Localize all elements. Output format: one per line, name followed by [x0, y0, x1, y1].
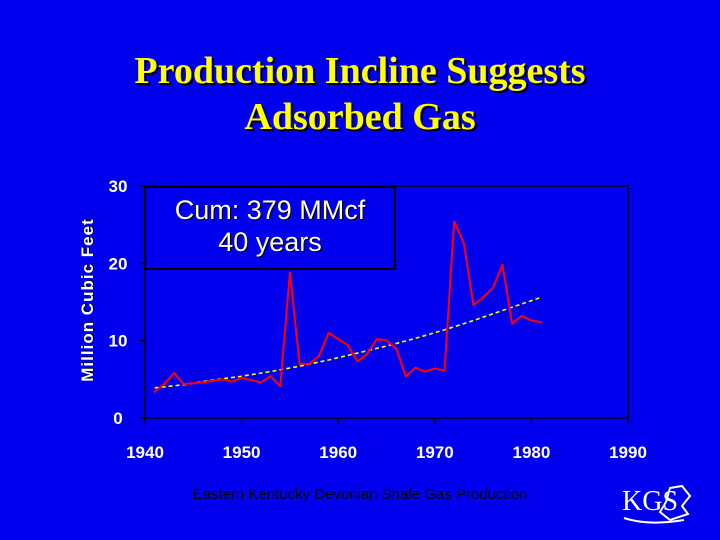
annotation-cumulative-text: Cum: 379 MMcf: [174, 195, 366, 225]
production-data-point: [346, 344, 349, 347]
production-data-point: [298, 362, 301, 365]
production-data-point: [250, 379, 253, 382]
trend-line: [154, 296, 542, 389]
chart-caption: Eastern Kentucky Devonian Shale Gas Prod…: [192, 486, 528, 503]
production-data-point: [366, 352, 369, 355]
y-tick-label: 20: [109, 254, 128, 273]
production-data-point: [491, 287, 494, 290]
production-data-point: [472, 304, 475, 307]
production-data-point: [259, 381, 262, 384]
x-tick-label: 1960: [319, 443, 357, 462]
production-data-point: [317, 355, 320, 358]
production-data-point: [153, 390, 156, 393]
production-data-point: [172, 372, 175, 375]
production-data-point: [443, 369, 446, 372]
production-data-point: [182, 382, 185, 385]
title-line-2: Adsorbed Gas: [244, 96, 476, 138]
production-data-point: [337, 338, 340, 341]
production-data-point: [192, 382, 195, 385]
production-data-point: [356, 360, 359, 363]
production-data-point: [201, 381, 204, 384]
slide-title: Production Incline Suggests Adsorbed Gas: [0, 48, 720, 140]
production-data-point: [375, 338, 378, 341]
production-data-point: [530, 319, 533, 322]
production-data-point: [453, 220, 456, 223]
production-data-point: [414, 366, 417, 369]
kgs-logo-icon: KGS: [622, 484, 692, 524]
production-data-point: [482, 296, 485, 299]
x-tick-label: 1940: [126, 443, 164, 462]
y-tick-label: 0: [113, 409, 122, 428]
production-data-point: [462, 242, 465, 245]
production-data-point: [240, 376, 243, 379]
production-data-point: [433, 367, 436, 370]
y-tick-label: 10: [109, 332, 128, 351]
x-tick-label: 1970: [416, 443, 454, 462]
production-data-point: [269, 375, 272, 378]
production-data-point: [404, 375, 407, 378]
production-data-point: [163, 382, 166, 385]
production-data-point: [288, 271, 291, 274]
kgs-logo-text: KGS: [622, 486, 678, 517]
cumulative-annotation-box: Cum: 379 MMcf 40 years: [144, 186, 396, 270]
kgs-logo: KGS: [618, 480, 694, 526]
production-data-point: [230, 380, 233, 383]
production-data-point: [279, 385, 282, 388]
production-data-point: [511, 322, 514, 325]
production-data-point: [221, 378, 224, 381]
production-data-point: [385, 339, 388, 342]
production-data-point: [308, 362, 311, 365]
production-data-point: [501, 263, 504, 266]
y-tick-label: 30: [109, 177, 128, 196]
production-data-point: [395, 347, 398, 350]
x-tick-label: 1980: [512, 443, 550, 462]
production-data-point: [327, 331, 330, 334]
x-tick-label: 1950: [223, 443, 261, 462]
production-data-point: [520, 314, 523, 317]
production-data-point: [211, 379, 214, 382]
annotation-years-text: 40 years: [218, 227, 322, 257]
x-tick-label: 1990: [609, 443, 647, 462]
title-line-1: Production Incline Suggests: [134, 50, 586, 92]
production-data-point: [540, 321, 543, 324]
production-data-point: [424, 370, 427, 373]
